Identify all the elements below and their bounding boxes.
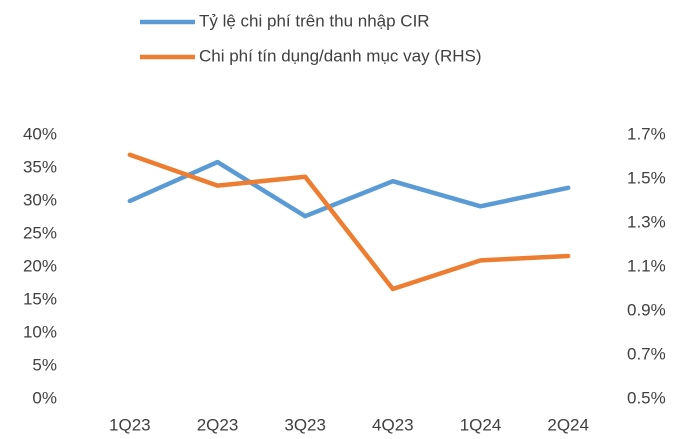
y-tick-label: 35% (23, 157, 57, 176)
y2-tick-label: 1.5% (627, 168, 666, 187)
legend-label: Tỷ lệ chi phí trên thu nhập CIR (199, 11, 430, 30)
series-line (127, 152, 571, 292)
y2-tick-label: 0.5% (627, 388, 666, 407)
y-tick-label: 15% (23, 289, 57, 308)
x-tick-label: 1Q24 (460, 415, 502, 434)
y-tick-label: 25% (23, 223, 57, 242)
y-tick-label: 0% (32, 388, 57, 407)
x-tick-label: 3Q23 (284, 415, 326, 434)
x-tick-label: 2Q23 (197, 415, 239, 434)
x-tick-label: 2Q24 (547, 415, 589, 434)
y2-tick-label: 0.9% (627, 300, 666, 319)
y2-tick-label: 1.1% (627, 256, 666, 275)
y-tick-label: 10% (23, 322, 57, 341)
y2-tick-label: 0.7% (627, 344, 666, 363)
series-line (127, 159, 571, 219)
y-tick-label: 40% (23, 124, 57, 143)
y2-tick-label: 1.7% (627, 124, 666, 143)
y2-tick-label: 1.3% (627, 212, 666, 231)
y-tick-label: 30% (23, 190, 57, 209)
y-tick-label: 20% (23, 256, 57, 275)
y-tick-label: 5% (32, 355, 57, 374)
legend-label: Chi phí tín dụng/danh mục vay (RHS) (199, 46, 482, 65)
x-tick-label: 4Q23 (372, 415, 414, 434)
x-tick-label: 1Q23 (109, 415, 151, 434)
